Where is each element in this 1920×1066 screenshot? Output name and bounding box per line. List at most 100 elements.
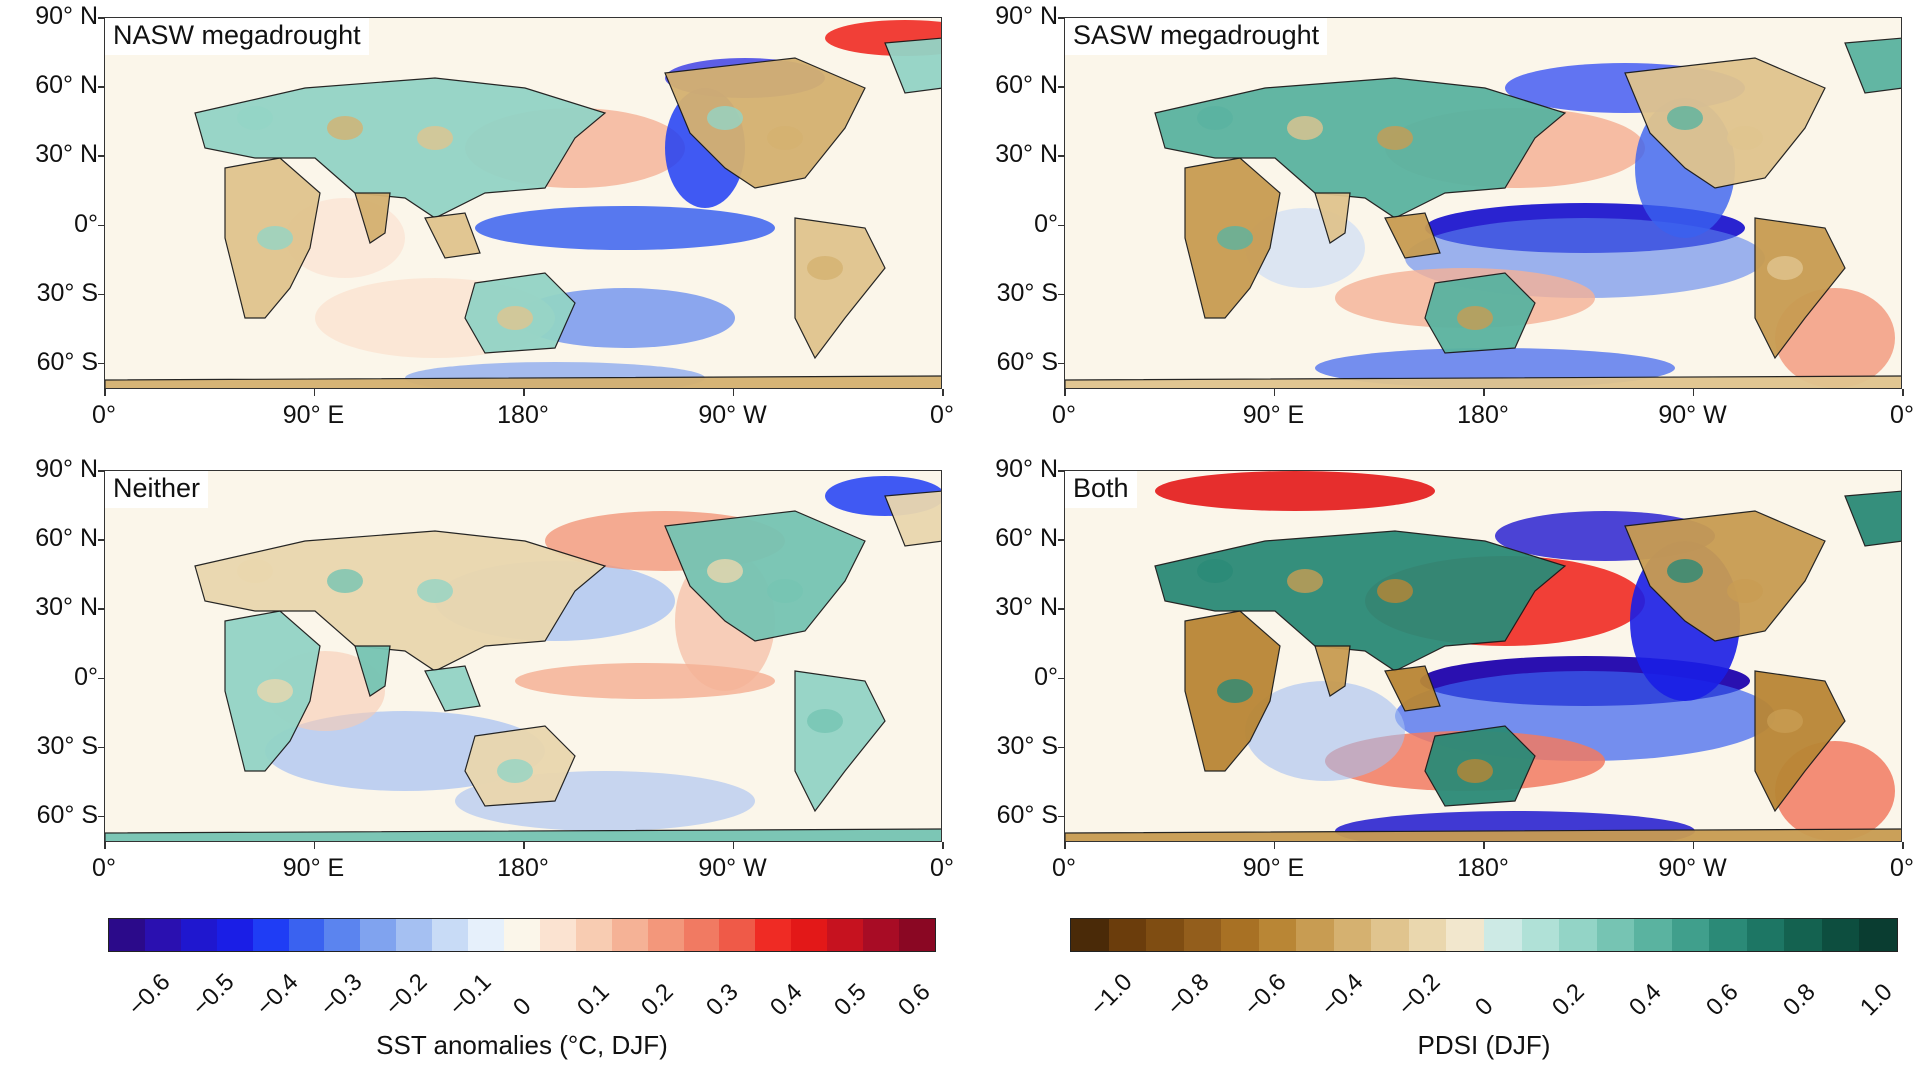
lat-tick-mark: [1058, 17, 1064, 19]
colorbar-tick-label: 0.4: [1624, 978, 1667, 1022]
colorbar-tick-label: 0.3: [700, 978, 744, 1022]
colorbar-swatch: [791, 919, 828, 951]
lat-tick-mark: [98, 362, 104, 365]
colorbar-tick-label: 0: [508, 992, 537, 1022]
lon-tick-mark: [1902, 842, 1904, 849]
lat-tick-mark: [1058, 539, 1064, 541]
lat-tick-mark: [1058, 677, 1064, 680]
colorbar-tick-label: −0.4: [251, 968, 304, 1022]
colorbar-swatch: [539, 919, 576, 951]
lon-tick-mark: [104, 842, 106, 849]
lon-tick-mark: [732, 389, 734, 396]
lat-tick-mark: [98, 470, 104, 472]
lat-tick-label: 60° N: [995, 71, 1058, 100]
lon-tick-label: 0°: [92, 401, 116, 429]
colorbar-swatch: [827, 919, 864, 951]
colorbar-swatch: [1408, 919, 1447, 951]
colorbar-swatch: [1371, 919, 1409, 951]
lon-tick-mark: [1902, 389, 1904, 396]
colorbar-tick-label: −0.2: [379, 968, 433, 1022]
lat-tick-mark: [98, 608, 104, 610]
colorbar-swatch: [1559, 919, 1597, 951]
lon-tick-mark: [942, 389, 944, 396]
colorbar-tick-label: −1.0: [1084, 968, 1138, 1022]
colorbar-tick-label: 1.0: [1855, 978, 1898, 1022]
map-frame: Neither: [104, 470, 942, 842]
colorbar-tick-label: 0.2: [636, 978, 680, 1022]
lat-tick-label: 30° N: [35, 593, 98, 622]
lat-tick-label: 30° S: [996, 731, 1058, 760]
map-svg: [105, 18, 941, 388]
colorbar-swatch: [252, 919, 289, 951]
lat-tick-label: 30° S: [36, 278, 98, 307]
lat-tick-label: 30° N: [35, 140, 98, 169]
lon-tick-label: 90° W: [698, 401, 767, 429]
lon-tick-mark: [1273, 842, 1275, 849]
colorbar-swatch: [1709, 919, 1747, 951]
map-frame: SASW megadrought: [1064, 17, 1902, 389]
colorbar-tick-label: −0.6: [1238, 968, 1292, 1022]
colorbar-swatch: [1596, 919, 1635, 951]
sst-colorbar: [108, 918, 936, 952]
colorbar-swatch: [1821, 919, 1860, 951]
colorbar-swatch: [360, 919, 397, 951]
panel-label: NASW megadrought: [105, 18, 369, 55]
colorbar-swatch: [1671, 919, 1710, 951]
sst-colorbar-title: SST anomalies (°C, DJF): [376, 1030, 668, 1060]
colorbar-swatch: [1859, 919, 1898, 951]
colorbar-swatch: [1108, 919, 1147, 951]
lon-tick-label: 0°: [930, 401, 954, 429]
lat-tick-label: 60° S: [996, 347, 1058, 376]
colorbar-swatch: [1634, 919, 1672, 951]
colorbar-tick-label: 0.4: [764, 978, 808, 1022]
lon-tick-label: 90° E: [282, 854, 345, 882]
colorbar-swatch: [1446, 919, 1485, 951]
colorbar-swatch: [611, 919, 648, 951]
lat-tick-mark: [98, 155, 104, 157]
lon-tick-mark: [942, 842, 944, 849]
colorbar-tick-label: 0.6: [893, 978, 936, 1022]
map-svg: [1065, 471, 1901, 841]
lon-tick-label: 0°: [1890, 854, 1914, 882]
colorbar-swatch: [396, 919, 433, 951]
lat-tick-mark: [1058, 470, 1064, 472]
lat-tick-label: 0°: [1034, 209, 1058, 238]
lat-tick-label: 0°: [74, 662, 98, 691]
lat-tick-mark: [1058, 155, 1064, 157]
colorbar-swatch: [180, 919, 217, 951]
colorbar-swatch: [1484, 919, 1522, 951]
lon-tick-mark: [1483, 842, 1485, 849]
lon-tick-label: 90° E: [282, 401, 345, 429]
colorbar-tick-label: 0.5: [828, 978, 872, 1022]
lat-tick-mark: [98, 17, 104, 19]
lat-tick-label: 60° N: [35, 71, 98, 100]
lat-tick-mark: [1058, 293, 1064, 296]
lon-tick-mark: [313, 389, 315, 396]
colorbar-tick-label: 0.8: [1778, 978, 1821, 1022]
lon-tick-mark: [1692, 842, 1694, 849]
map-frame: NASW megadrought: [104, 17, 942, 389]
colorbar-swatch: [503, 919, 540, 951]
lon-tick-mark: [732, 842, 734, 849]
lon-tick-label: 90° W: [1658, 401, 1727, 429]
lon-tick-label: 0°: [1052, 401, 1076, 429]
lat-tick-label: 0°: [74, 209, 98, 238]
lat-tick-label: 60° N: [35, 524, 98, 553]
lon-tick-label: 180°: [1457, 401, 1509, 429]
colorbar-swatch: [1183, 919, 1222, 951]
colorbar-tick-label: −0.4: [1315, 968, 1369, 1022]
lat-tick-label: 30° S: [36, 731, 98, 760]
lon-tick-label: 0°: [930, 854, 954, 882]
lat-tick-mark: [1058, 815, 1064, 818]
colorbar-tick-label: −0.5: [187, 968, 240, 1022]
lat-tick-mark: [1058, 746, 1064, 749]
lon-tick-label: 90° W: [698, 854, 767, 882]
lon-tick-label: 180°: [1457, 854, 1509, 882]
lon-tick-label: 90° E: [1242, 854, 1305, 882]
lat-tick-mark: [1058, 86, 1064, 88]
panel-label: Neither: [105, 471, 209, 508]
colorbar-tick-label: 0.2: [1547, 978, 1590, 1022]
colorbar-swatch: [1784, 919, 1822, 951]
panel-label: SASW megadrought: [1065, 18, 1328, 55]
colorbar-swatch: [755, 919, 792, 951]
